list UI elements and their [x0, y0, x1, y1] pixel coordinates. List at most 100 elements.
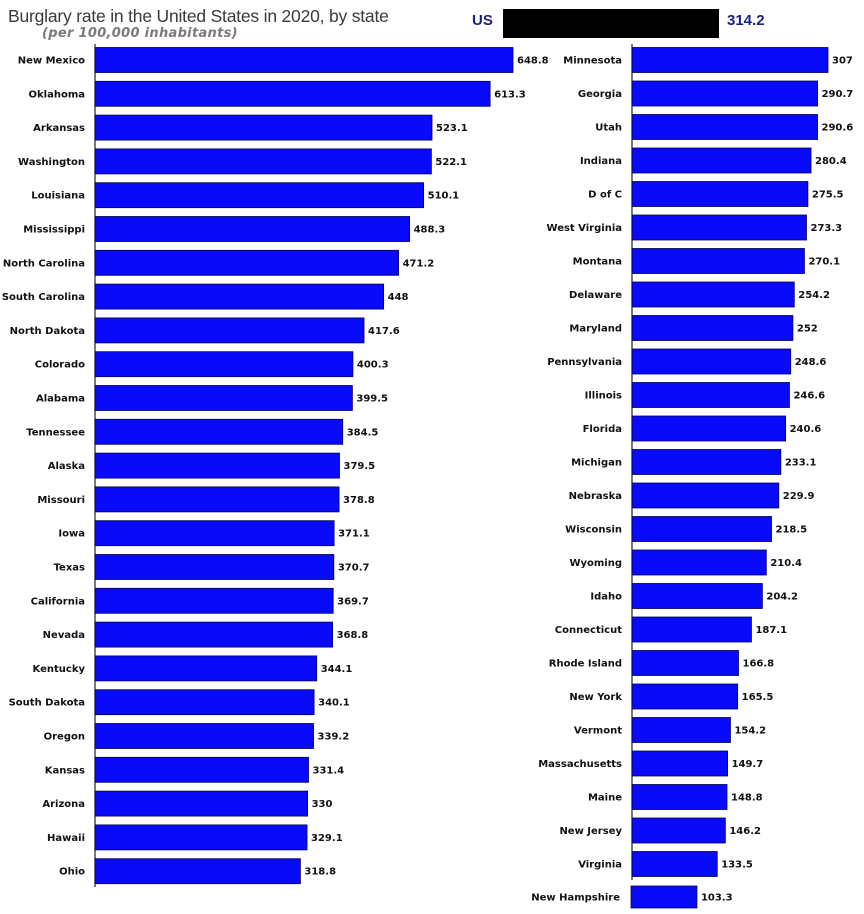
bar-new-hampshire: [630, 885, 698, 909]
value-label-ohio: 318.8: [304, 867, 336, 878]
bar-south-dakota: [94, 689, 315, 716]
category-label-tennessee: Tennessee: [26, 427, 85, 438]
value-label-north-dakota: 417.6: [368, 326, 400, 337]
value-label-hawaii: 329.1: [311, 833, 343, 844]
value-label-oregon: 339.2: [318, 732, 350, 743]
value-label-north-carolina: 471.2: [403, 258, 435, 269]
bar-idaho: [631, 583, 763, 609]
value-label-nevada: 368.8: [337, 630, 369, 641]
bar-colorado: [94, 351, 354, 378]
category-label-wisconsin: Wisconsin: [565, 525, 622, 536]
bar-minnesota: [631, 47, 829, 73]
bar-washington: [94, 148, 432, 175]
category-label-illinois: Illinois: [585, 391, 622, 402]
bar-pennsylvania: [631, 348, 792, 375]
value-label-utah: 290.6: [822, 123, 854, 134]
bar-virginia: [631, 851, 718, 877]
value-label-minnesota: 307: [832, 56, 853, 67]
value-label-texas: 370.7: [338, 563, 370, 574]
bar-louisiana: [94, 182, 425, 209]
value-label-west-virginia: 273.3: [810, 223, 842, 234]
category-label-washington: Washington: [18, 157, 85, 168]
category-label-montana: Montana: [573, 257, 622, 268]
value-label-iowa: 371.1: [338, 529, 370, 540]
value-label-alaska: 379.5: [343, 461, 375, 472]
category-label-vermont: Vermont: [574, 726, 622, 737]
category-label-georgia: Georgia: [578, 89, 622, 100]
bar-rhode-island: [631, 650, 739, 676]
category-label-west-virginia: West Virginia: [547, 223, 622, 234]
category-label-alaska: Alaska: [48, 461, 85, 472]
bar-montana: [631, 248, 805, 274]
value-label-oklahoma: 613.3: [494, 89, 526, 100]
category-label-kentucky: Kentucky: [33, 664, 86, 675]
bar-kansas: [94, 756, 309, 783]
bar-hawaii: [94, 824, 308, 851]
category-label-idaho: Idaho: [590, 592, 622, 603]
value-label-new-york: 165.5: [742, 692, 774, 703]
value-label-maine: 148.8: [731, 793, 763, 804]
category-label-ohio: Ohio: [59, 867, 85, 878]
category-label-north-carolina: North Carolina: [3, 258, 85, 269]
bar-connecticut: [631, 616, 752, 643]
bar-maryland: [631, 315, 794, 341]
bar-new-york: [631, 683, 739, 710]
value-label-vermont: 154.2: [734, 726, 766, 737]
bar-delaware: [631, 281, 795, 308]
value-label-connecticut: 187.1: [755, 625, 787, 636]
category-label-california: California: [31, 596, 85, 607]
value-label-washington: 522.1: [435, 157, 467, 168]
bar-michigan: [631, 449, 782, 475]
value-label-illinois: 246.6: [793, 391, 825, 402]
category-label-south-dakota: South Dakota: [9, 698, 85, 709]
bar-d-of-c: [631, 181, 809, 207]
bar-california: [94, 587, 334, 614]
category-label-utah: Utah: [595, 123, 622, 134]
category-label-nevada: Nevada: [43, 630, 85, 641]
bar-wyoming: [631, 549, 767, 576]
category-label-new-hampshire: New Hampshire: [531, 893, 620, 904]
bar-nevada: [94, 621, 334, 648]
value-label-kentucky: 344.1: [321, 664, 353, 675]
value-label-nebraska: 229.9: [783, 491, 815, 502]
bar-iowa: [94, 520, 335, 547]
category-label-south-carolina: South Carolina: [2, 292, 85, 303]
value-label-kansas: 331.4: [313, 765, 345, 776]
bar-ohio: [94, 858, 301, 885]
category-label-arizona: Arizona: [42, 799, 85, 810]
category-label-texas: Texas: [54, 563, 85, 574]
category-label-missouri: Missouri: [37, 495, 85, 506]
bar-kentucky: [94, 655, 318, 682]
value-label-virginia: 133.5: [721, 860, 753, 871]
category-label-maine: Maine: [588, 793, 622, 804]
value-label-south-dakota: 340.1: [318, 698, 350, 709]
category-label-massachusetts: Massachusetts: [538, 759, 622, 770]
bar-oklahoma: [94, 80, 491, 107]
category-label-new-jersey: New Jersey: [559, 826, 622, 837]
bar-missouri: [94, 486, 340, 513]
category-label-michigan: Michigan: [571, 458, 622, 469]
value-label-south-carolina: 448: [388, 292, 409, 303]
value-label-wyoming: 210.4: [770, 558, 802, 569]
value-label-arizona: 330: [312, 799, 333, 810]
category-label-indiana: Indiana: [580, 156, 622, 167]
value-label-pennsylvania: 248.6: [795, 357, 827, 368]
bar-florida: [631, 415, 787, 442]
bar-north-carolina: [94, 249, 399, 276]
chart-subtitle: (per 100,000 inhabitants): [42, 26, 238, 41]
category-label-colorado: Colorado: [35, 360, 85, 371]
us-reference-label: US: [472, 12, 493, 29]
category-label-arkansas: Arkansas: [33, 123, 85, 134]
category-label-wyoming: Wyoming: [569, 558, 622, 569]
value-label-louisiana: 510.1: [428, 191, 460, 202]
bar-new-jersey: [631, 817, 726, 844]
bar-massachusetts: [631, 750, 728, 777]
category-label-new-york: New York: [569, 692, 622, 703]
value-label-california: 369.7: [337, 596, 369, 607]
value-label-new-jersey: 146.2: [729, 826, 761, 837]
us-reference-value: 314.2: [727, 12, 765, 29]
category-label-new-mexico: New Mexico: [18, 56, 85, 67]
bar-georgia: [631, 80, 818, 107]
value-label-michigan: 233.1: [785, 458, 817, 469]
value-label-alabama: 399.5: [356, 394, 388, 405]
